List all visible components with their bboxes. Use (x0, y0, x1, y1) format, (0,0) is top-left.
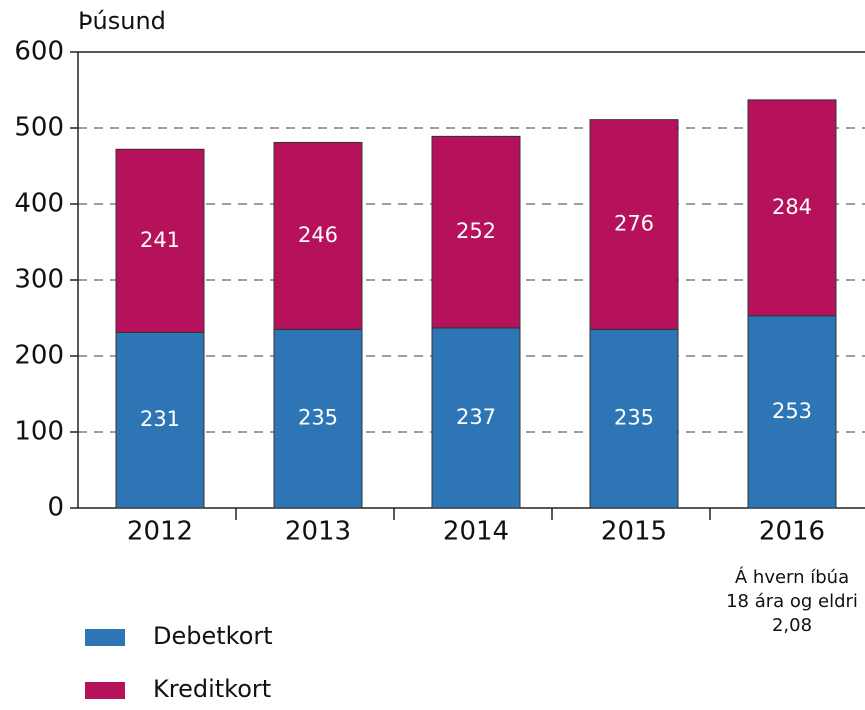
value-label: 252 (456, 219, 496, 243)
annotation: 2,08 (772, 615, 812, 636)
value-label: 235 (298, 406, 338, 430)
value-label: 246 (298, 223, 338, 247)
x-tick-label: 2012 (127, 517, 193, 547)
bar-segment (431, 327, 521, 509)
bar-segment (589, 119, 679, 330)
annotation: 18 ára og eldri (726, 591, 858, 612)
bar-segment (747, 99, 837, 317)
value-label: 237 (456, 405, 496, 429)
value-label: 241 (140, 228, 180, 252)
legend-swatch (85, 629, 125, 646)
value-label: 276 (614, 212, 654, 236)
bar-segment (589, 328, 679, 509)
x-tick-label: 2014 (443, 517, 509, 547)
y-tick-label: 600 (14, 37, 64, 67)
y-tick-label: 100 (14, 417, 64, 447)
value-label: 235 (614, 406, 654, 430)
x-tick-label: 2013 (285, 517, 351, 547)
value-label: 231 (140, 407, 180, 431)
bar-segment (431, 135, 521, 329)
value-label: 253 (772, 399, 812, 423)
y-tick-label: 200 (14, 341, 64, 371)
x-tick-label: 2016 (759, 517, 825, 547)
bar-segment (115, 148, 205, 333)
y-tick-label: 400 (14, 189, 64, 219)
y-tick-label: 300 (14, 265, 64, 295)
bar-segment (115, 331, 205, 509)
legend-label: Kreditkort (153, 675, 271, 703)
value-label: 284 (772, 195, 812, 219)
y-tick-label: 0 (47, 493, 64, 523)
x-tick-label: 2015 (601, 517, 667, 547)
bar-segment (747, 315, 837, 509)
y-tick-label: 500 (14, 113, 64, 143)
bar-segment (273, 141, 363, 330)
annotation: Á hvern íbúa (735, 566, 849, 588)
legend-swatch (85, 682, 125, 699)
y-axis-label: Þúsund (78, 7, 166, 35)
legend-label: Debetkort (153, 622, 273, 650)
